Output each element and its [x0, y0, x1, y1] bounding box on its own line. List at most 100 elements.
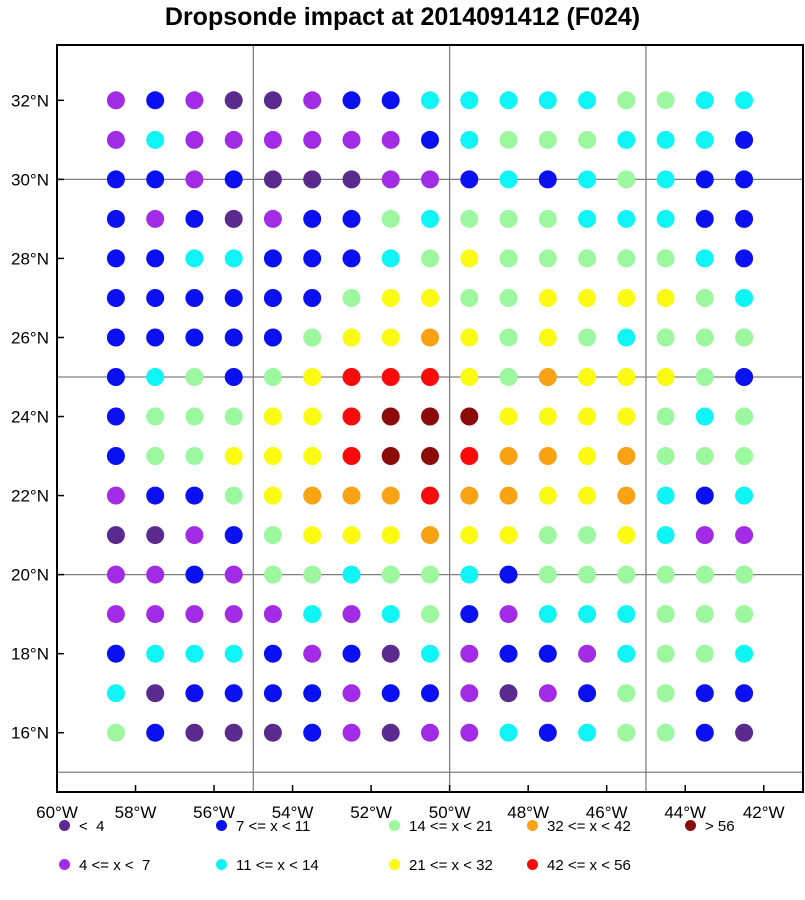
x-tick-label: 54°W [272, 803, 314, 822]
impact-point [303, 368, 322, 386]
impact-point [735, 91, 754, 110]
impact-point [538, 447, 557, 465]
map-title: Dropsonde impact at 2014091412 (F024) [164, 3, 641, 31]
impact-point [146, 91, 165, 110]
impact-point [263, 130, 282, 149]
y-tick-label: 28°N [11, 249, 49, 268]
impact-point [578, 565, 597, 584]
impact-point [421, 447, 439, 465]
impact-point [460, 328, 479, 347]
impact-point [342, 486, 361, 505]
impact-point [499, 684, 518, 703]
impact-point [224, 565, 243, 584]
impact-point [303, 289, 322, 307]
impact-point [617, 368, 636, 386]
impact-point [499, 209, 518, 228]
impact-point [695, 565, 714, 584]
impact-point [342, 723, 361, 742]
impact-point [263, 249, 282, 268]
impact-point [460, 407, 479, 426]
impact-point [735, 407, 754, 426]
impact-point [381, 249, 400, 268]
impact-point [263, 91, 282, 110]
impact-point [146, 486, 165, 505]
impact-point [578, 170, 597, 189]
impact-point [499, 605, 518, 624]
impact-point [538, 209, 557, 228]
impact-point [224, 526, 243, 545]
impact-point [146, 407, 165, 426]
impact-point [421, 170, 439, 189]
impact-point [421, 130, 439, 149]
impact-point [578, 130, 597, 149]
impact-point [538, 170, 557, 189]
impact-point [617, 723, 636, 742]
impact-point [146, 130, 165, 149]
impact-point [695, 91, 714, 110]
impact-point [695, 526, 714, 545]
impact-point [499, 130, 518, 149]
x-tick-label: 48°W [507, 803, 549, 822]
impact-point [106, 486, 125, 505]
impact-point [538, 130, 557, 149]
impact-point [735, 328, 754, 347]
impact-point [381, 684, 400, 703]
impact-point [146, 209, 165, 228]
impact-point [499, 526, 518, 545]
impact-point [695, 249, 714, 268]
impact-point [303, 249, 322, 268]
impact-point [106, 130, 125, 149]
impact-point [381, 486, 400, 505]
impact-point [656, 447, 675, 465]
impact-point [303, 447, 322, 465]
impact-point [460, 130, 479, 149]
impact-point [303, 723, 322, 742]
impact-point [421, 328, 439, 347]
impact-point [617, 170, 636, 189]
impact-point [185, 447, 204, 465]
impact-points [106, 91, 754, 742]
impact-point [263, 605, 282, 624]
impact-point [656, 565, 675, 584]
impact-point [303, 684, 322, 703]
impact-point [460, 289, 479, 307]
impact-point [106, 565, 125, 584]
impact-point [381, 328, 400, 347]
impact-point [106, 605, 125, 624]
impact-point [342, 684, 361, 703]
impact-point [421, 209, 439, 228]
impact-point [342, 209, 361, 228]
impact-point [656, 289, 675, 307]
impact-point [538, 289, 557, 307]
impact-point [185, 565, 204, 584]
impact-point [106, 447, 125, 465]
impact-point [695, 328, 714, 347]
impact-point [695, 170, 714, 189]
impact-point [460, 644, 479, 663]
impact-point [499, 723, 518, 742]
impact-point [185, 328, 204, 347]
impact-point [538, 526, 557, 545]
impact-point [695, 605, 714, 624]
impact-point [263, 407, 282, 426]
impact-point [617, 328, 636, 347]
impact-point [146, 170, 165, 189]
impact-point [656, 526, 675, 545]
impact-point [303, 209, 322, 228]
impact-point [342, 170, 361, 189]
impact-point [224, 209, 243, 228]
impact-point [460, 368, 479, 386]
impact-point [499, 565, 518, 584]
impact-point [106, 368, 125, 386]
impact-point [538, 565, 557, 584]
impact-point [106, 91, 125, 110]
impact-point [695, 644, 714, 663]
impact-point [460, 209, 479, 228]
impact-point [735, 170, 754, 189]
impact-point [695, 368, 714, 386]
impact-point [106, 249, 125, 268]
impact-point [578, 407, 597, 426]
impact-point [342, 447, 361, 465]
impact-point [342, 91, 361, 110]
